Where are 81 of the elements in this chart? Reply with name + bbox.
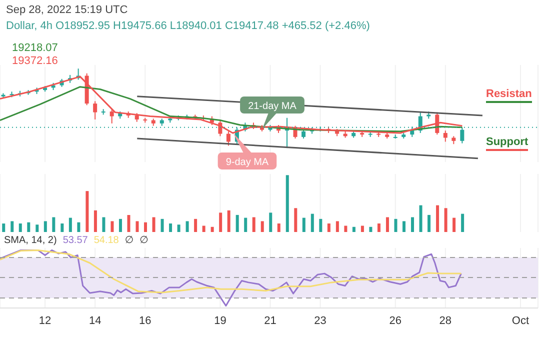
x-tick-label: 21 bbox=[264, 314, 276, 327]
bar bbox=[36, 224, 39, 232]
bar bbox=[219, 212, 222, 232]
bar bbox=[236, 214, 239, 232]
bar bbox=[102, 217, 106, 232]
bar bbox=[160, 218, 164, 232]
bar bbox=[360, 226, 364, 232]
chart-subtitle: Sep 28, 2022 15:19 UTC bbox=[6, 4, 128, 16]
bar bbox=[52, 217, 56, 232]
bar bbox=[452, 218, 456, 232]
chart-title: Dollar, 4h O18952.95 H19475.66 L18940.01 C19417.48 +465.52 (+2.46%) bbox=[6, 20, 370, 32]
bar bbox=[369, 226, 372, 232]
bar bbox=[377, 223, 380, 232]
bar bbox=[294, 208, 298, 232]
x-tick-label: 19 bbox=[214, 314, 226, 327]
candlestick bbox=[110, 108, 114, 124]
bar bbox=[244, 218, 248, 232]
text: ∅ bbox=[124, 235, 134, 246]
bar bbox=[436, 205, 440, 232]
bar bbox=[136, 221, 139, 232]
text: ∅ bbox=[140, 235, 148, 246]
x-tick-label: Oct bbox=[512, 314, 530, 327]
x-tick-label: 12 bbox=[38, 314, 52, 327]
bar bbox=[127, 214, 130, 232]
annotation: 9-day MA bbox=[226, 156, 269, 168]
bar bbox=[60, 223, 64, 232]
bar bbox=[152, 217, 156, 232]
bar bbox=[310, 214, 314, 232]
bar bbox=[269, 212, 272, 232]
bar bbox=[68, 218, 72, 232]
x-tick-label: 26 bbox=[389, 314, 402, 327]
bar bbox=[186, 221, 189, 232]
bar bbox=[260, 221, 264, 232]
bar bbox=[428, 214, 431, 232]
bar bbox=[419, 205, 422, 232]
bar bbox=[461, 214, 464, 232]
annotation: Support bbox=[486, 136, 528, 151]
bar bbox=[18, 223, 22, 232]
text: 54.18 bbox=[94, 235, 119, 246]
bar bbox=[352, 226, 356, 232]
bar bbox=[444, 208, 448, 232]
bar bbox=[402, 221, 406, 232]
text: 53.57 bbox=[62, 235, 88, 246]
bar bbox=[411, 217, 414, 232]
bar bbox=[202, 226, 206, 232]
x-tick-label: 16 bbox=[139, 314, 152, 327]
bar bbox=[227, 210, 230, 232]
bar bbox=[277, 223, 280, 232]
bar bbox=[319, 218, 322, 232]
bar bbox=[210, 226, 214, 232]
bar bbox=[344, 226, 348, 232]
bar bbox=[118, 218, 122, 232]
bar bbox=[286, 175, 289, 232]
bar bbox=[302, 218, 306, 232]
bar bbox=[327, 223, 330, 232]
x-tick-label: 28 bbox=[439, 314, 452, 327]
bar bbox=[194, 218, 198, 232]
text: 19372.16 bbox=[12, 55, 58, 67]
candlestick bbox=[443, 130, 448, 142]
bar bbox=[2, 223, 6, 232]
text: 19218.07 bbox=[12, 42, 58, 54]
bar bbox=[110, 221, 114, 232]
bar bbox=[10, 221, 14, 232]
bar bbox=[86, 191, 89, 232]
annotation: Resistan bbox=[486, 88, 532, 103]
bar bbox=[27, 222, 30, 232]
bar bbox=[77, 222, 80, 232]
x-tick-label: 23 bbox=[314, 314, 326, 327]
bar bbox=[94, 210, 97, 232]
candlestick bbox=[93, 100, 98, 120]
x-tick-label: 14 bbox=[88, 314, 102, 327]
bar bbox=[44, 221, 47, 232]
bar bbox=[336, 221, 339, 232]
bar bbox=[144, 222, 148, 232]
text: SMA, 14, 2) bbox=[4, 235, 57, 246]
bar bbox=[386, 217, 389, 232]
bar bbox=[177, 224, 180, 232]
bar bbox=[169, 223, 172, 232]
bar bbox=[394, 218, 398, 232]
bar bbox=[252, 217, 256, 232]
annotation: 21-day MA bbox=[248, 101, 297, 112]
